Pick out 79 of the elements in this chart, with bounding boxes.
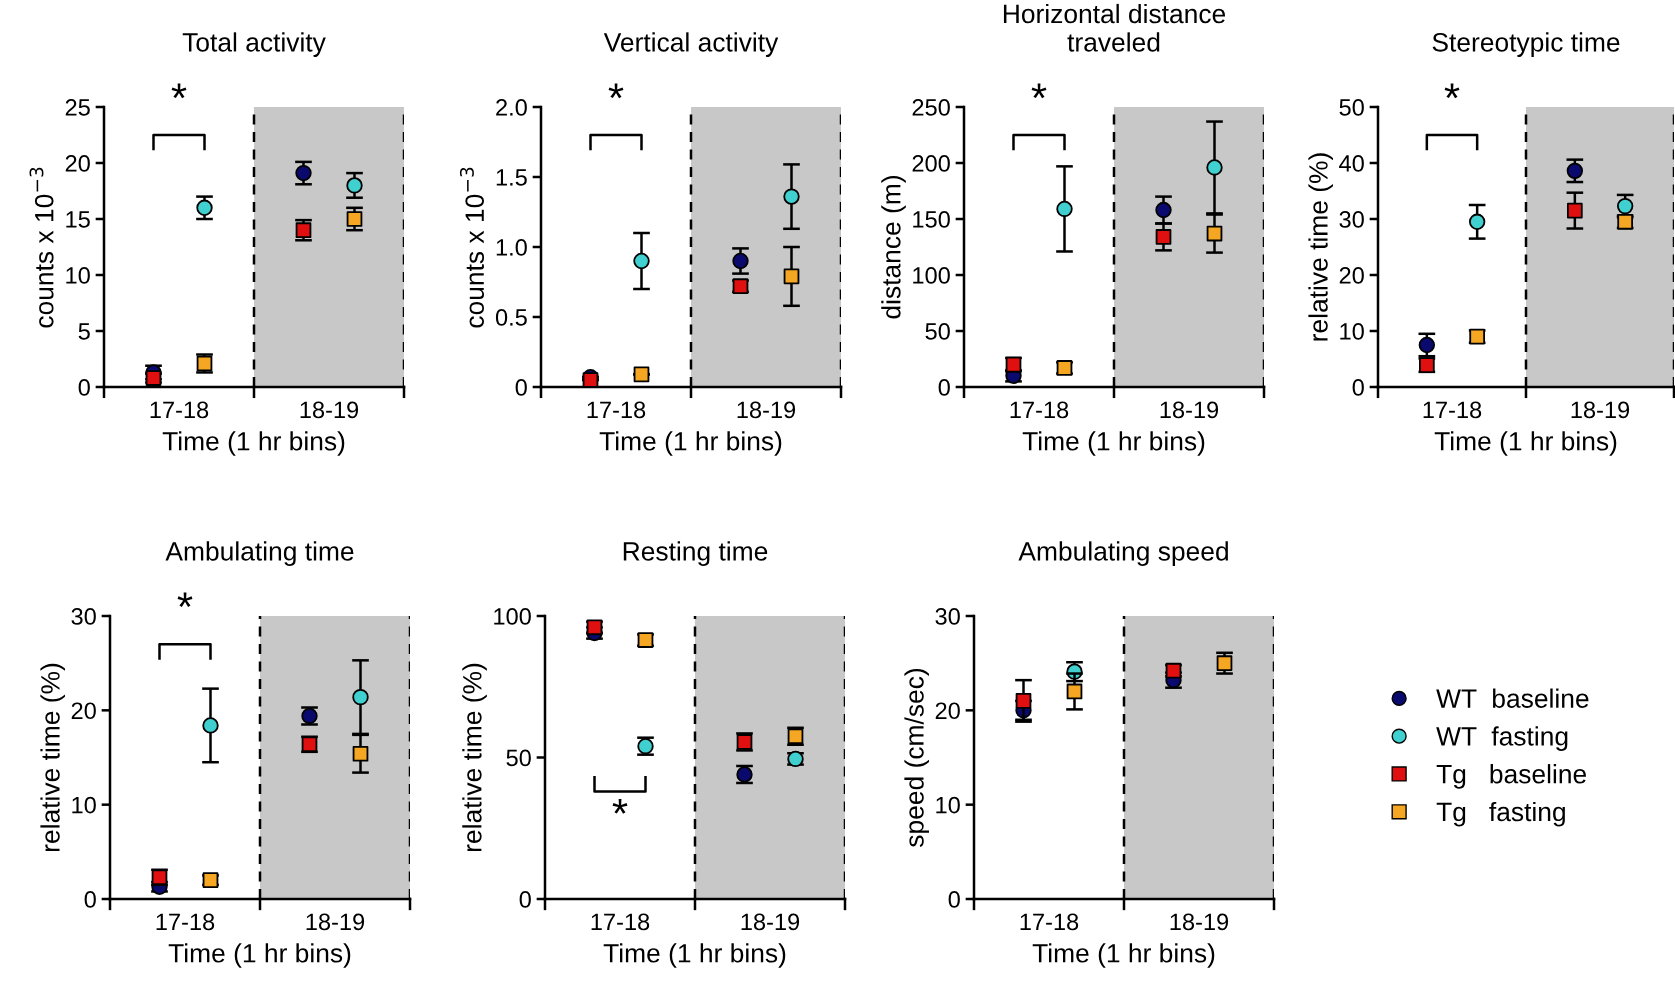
x-axis-title: Time (1 hr bins) xyxy=(1022,431,1205,456)
text: * xyxy=(1444,83,1460,99)
y-tick-label: 25 xyxy=(65,99,90,116)
y-tick-label: 30 xyxy=(935,608,960,625)
text: * xyxy=(608,83,624,99)
x-axis-title: Time (1 hr bins) xyxy=(603,943,786,968)
y-axis-title: speed (cm/sec) xyxy=(904,668,929,847)
x-tick-label: 18-19 xyxy=(737,401,796,419)
y-tick-label: 10 xyxy=(1340,323,1364,340)
y-tick-label: 2.0 xyxy=(496,99,527,116)
y-axis-title: counts x 10$^{−3}$ xyxy=(459,167,485,328)
x-tick-label: 18-19 xyxy=(1571,401,1630,419)
y-tick-label: 0 xyxy=(84,891,96,908)
x-tick-label: 17-18 xyxy=(150,401,209,419)
chart-title: Ambulating time xyxy=(165,541,354,566)
x-tick-label: 17-18 xyxy=(587,401,646,419)
x-axis-title: Time (1 hr bins) xyxy=(1032,943,1215,968)
y-tick-label: 50 xyxy=(925,323,950,340)
x-tick-label: 18-19 xyxy=(1160,401,1219,419)
x-tick-label: 18-19 xyxy=(1170,913,1229,931)
x-axis-title: Time (1 hr bins) xyxy=(168,943,351,968)
x-axis-title: Time (1 hr bins) xyxy=(162,431,345,456)
legend-label: WT baseline xyxy=(1436,688,1589,708)
y-tick-label: 20 xyxy=(935,702,960,720)
y-tick-label: 10 xyxy=(72,796,96,814)
x-tick-label: 17-18 xyxy=(1020,913,1079,931)
y-tick-label: 20 xyxy=(1339,267,1364,284)
legend-label: Tg fasting xyxy=(1436,801,1565,827)
y-axis-title: counts x 10$^{−3}$ xyxy=(29,167,54,328)
chart-title: Vertical activity xyxy=(603,32,779,57)
chart-title: Stereotypic time xyxy=(1432,32,1620,57)
x-tick-label: 18-19 xyxy=(306,913,365,931)
y-tick-label: 20 xyxy=(71,702,96,720)
y-tick-label: 100 xyxy=(494,608,531,625)
x-tick-label: 17-18 xyxy=(156,913,215,931)
y-axis-title: relative time (%) xyxy=(462,663,487,852)
chart-title: Resting time xyxy=(623,541,768,566)
y-axis-title: relative time (%) xyxy=(40,663,65,852)
text: * xyxy=(171,83,187,99)
y-tick-label: 0 xyxy=(948,891,960,908)
annotation: * xyxy=(612,799,628,814)
y-tick-label: 50 xyxy=(506,749,531,767)
y-axis-title: relative time (%) xyxy=(1308,153,1333,341)
y-tick-label: 200 xyxy=(912,155,950,172)
y-tick-label: 0 xyxy=(938,379,950,396)
x-tick-label: 17-18 xyxy=(591,913,650,931)
y-tick-label: 30 xyxy=(71,608,96,625)
y-tick-label: 0 xyxy=(1352,379,1364,396)
legend-label: Tg baseline xyxy=(1436,764,1586,789)
y-tick-label: 0 xyxy=(519,891,531,908)
x-tick-label: 18-19 xyxy=(300,401,359,419)
y-tick-label: 0 xyxy=(78,379,90,396)
y-tick-label: 30 xyxy=(1339,211,1364,228)
y-tick-label: 50 xyxy=(1339,99,1364,116)
y-tick-label: 40 xyxy=(1339,155,1364,172)
chart-title: Ambulating speed xyxy=(1018,541,1228,566)
y-tick-label: 150 xyxy=(913,211,950,228)
y-tick-label: 1.0 xyxy=(496,239,527,256)
y-tick-label: 100 xyxy=(913,267,950,284)
y-tick-label: 10 xyxy=(66,267,90,284)
chart-title: Horizontal distance traveled xyxy=(1003,3,1226,52)
y-tick-label: 10 xyxy=(936,796,960,814)
y-tick-label: 0.5 xyxy=(495,309,527,326)
y-tick-label: 20 xyxy=(65,155,90,172)
y-tick-label: 1.5 xyxy=(496,169,527,186)
y-tick-label: 15 xyxy=(66,211,90,228)
x-axis-title: Time (1 hr bins) xyxy=(599,431,782,456)
x-tick-label: 18-19 xyxy=(741,913,800,931)
chart-title: Total activity xyxy=(182,32,326,57)
text: * xyxy=(1031,83,1047,99)
legend-label: WT fasting xyxy=(1436,726,1568,751)
x-tick-label: 17-18 xyxy=(1423,401,1482,419)
y-tick-label: 5 xyxy=(78,323,90,340)
x-axis-title: Time (1 hr bins) xyxy=(1434,431,1617,456)
x-tick-label: 17-18 xyxy=(1010,401,1069,419)
text: * xyxy=(177,592,193,608)
y-tick-label: 250 xyxy=(912,99,950,116)
y-tick-label: 0 xyxy=(515,379,527,396)
y-axis-title: distance (m) xyxy=(881,176,906,319)
